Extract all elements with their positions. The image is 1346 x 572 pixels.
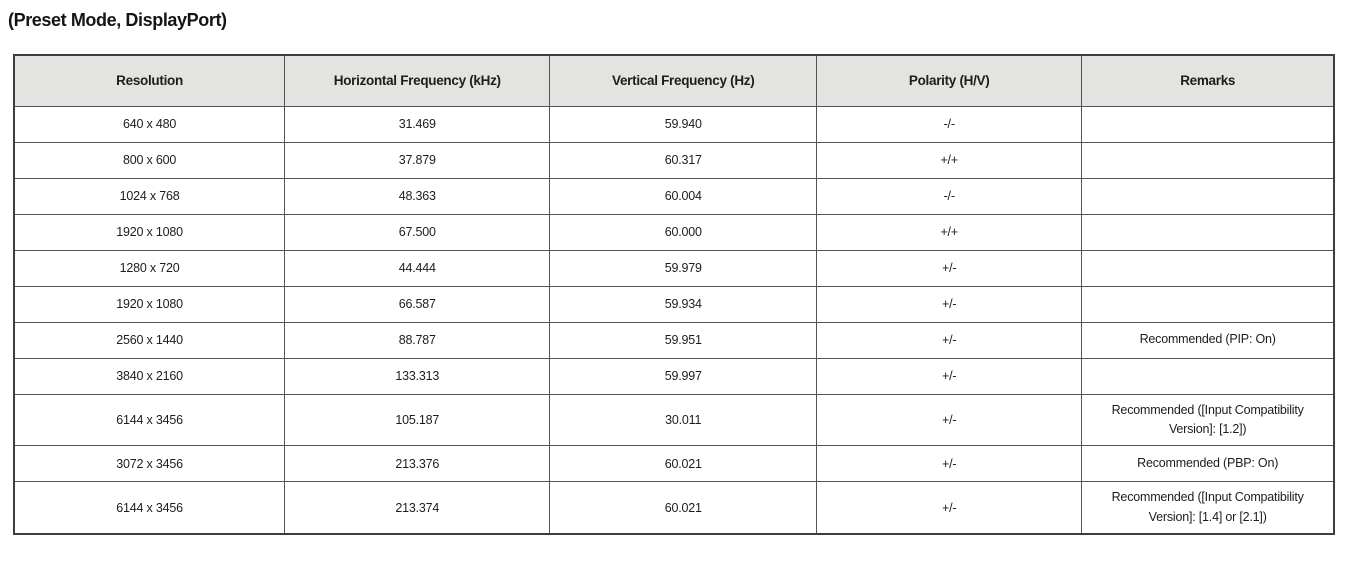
cell-polarity: +/- bbox=[816, 321, 1083, 359]
cell-vertical-frequency: 59.997 bbox=[549, 357, 818, 395]
cell-remarks: Recommended (PIP: On) bbox=[1081, 321, 1335, 359]
cell-horizontal-frequency: 37.879 bbox=[284, 141, 551, 179]
page-title: (Preset Mode, DisplayPort) bbox=[8, 10, 227, 30]
cell-horizontal-frequency: 105.187 bbox=[284, 393, 551, 447]
table-row: 3072 x 3456 213.376 60.021 +/- Recommend… bbox=[13, 445, 1335, 483]
cell-horizontal-frequency: 213.376 bbox=[284, 445, 551, 483]
cell-resolution: 6144 x 3456 bbox=[13, 481, 286, 535]
cell-resolution: 1280 x 720 bbox=[13, 249, 286, 287]
cell-vertical-frequency: 59.979 bbox=[549, 249, 818, 287]
cell-remarks bbox=[1081, 213, 1335, 251]
cell-remarks bbox=[1081, 249, 1335, 287]
cell-vertical-frequency: 60.021 bbox=[549, 445, 818, 483]
table-body: 640 x 480 31.469 59.940 -/- 800 x 600 37… bbox=[13, 105, 1335, 535]
cell-polarity: +/- bbox=[816, 249, 1083, 287]
header-cell-polarity: Polarity (H/V) bbox=[816, 54, 1083, 107]
cell-horizontal-frequency: 66.587 bbox=[284, 285, 551, 323]
cell-remarks bbox=[1081, 285, 1335, 323]
cell-vertical-frequency: 59.951 bbox=[549, 321, 818, 359]
header-cell-horizontal-frequency: Horizontal Frequency (kHz) bbox=[284, 54, 551, 107]
cell-remarks bbox=[1081, 177, 1335, 215]
cell-horizontal-frequency: 31.469 bbox=[284, 105, 551, 143]
table-row: 6144 x 3456 105.187 30.011 +/- Recommend… bbox=[13, 393, 1335, 447]
cell-vertical-frequency: 60.317 bbox=[549, 141, 818, 179]
cell-polarity: -/- bbox=[816, 105, 1083, 143]
preset-mode-table: Resolution Horizontal Frequency (kHz) Ve… bbox=[13, 54, 1335, 535]
cell-resolution: 1920 x 1080 bbox=[13, 213, 286, 251]
cell-polarity: +/- bbox=[816, 357, 1083, 395]
cell-horizontal-frequency: 213.374 bbox=[284, 481, 551, 535]
cell-vertical-frequency: 60.004 bbox=[549, 177, 818, 215]
cell-resolution: 1920 x 1080 bbox=[13, 285, 286, 323]
table-header-row: Resolution Horizontal Frequency (kHz) Ve… bbox=[13, 54, 1335, 107]
cell-vertical-frequency: 60.000 bbox=[549, 213, 818, 251]
header-cell-resolution: Resolution bbox=[13, 54, 286, 107]
cell-resolution: 1024 x 768 bbox=[13, 177, 286, 215]
cell-vertical-frequency: 59.940 bbox=[549, 105, 818, 143]
table-row: 1280 x 720 44.444 59.979 +/- bbox=[13, 249, 1335, 287]
cell-resolution: 800 x 600 bbox=[13, 141, 286, 179]
cell-horizontal-frequency: 133.313 bbox=[284, 357, 551, 395]
cell-vertical-frequency: 30.011 bbox=[549, 393, 818, 447]
cell-remarks: Recommended (PBP: On) bbox=[1081, 445, 1335, 483]
cell-resolution: 640 x 480 bbox=[13, 105, 286, 143]
table-row: 2560 x 1440 88.787 59.951 +/- Recommende… bbox=[13, 321, 1335, 359]
cell-polarity: +/- bbox=[816, 445, 1083, 483]
cell-horizontal-frequency: 44.444 bbox=[284, 249, 551, 287]
header-cell-remarks: Remarks bbox=[1081, 54, 1335, 107]
cell-horizontal-frequency: 88.787 bbox=[284, 321, 551, 359]
cell-polarity: +/- bbox=[816, 481, 1083, 535]
cell-remarks bbox=[1081, 141, 1335, 179]
cell-resolution: 3840 x 2160 bbox=[13, 357, 286, 395]
cell-resolution: 6144 x 3456 bbox=[13, 393, 286, 447]
table-row: 3840 x 2160 133.313 59.997 +/- bbox=[13, 357, 1335, 395]
cell-horizontal-frequency: 67.500 bbox=[284, 213, 551, 251]
cell-polarity: +/- bbox=[816, 393, 1083, 447]
cell-horizontal-frequency: 48.363 bbox=[284, 177, 551, 215]
cell-remarks: Recommended ([Input Compatibility Versio… bbox=[1081, 481, 1335, 535]
cell-remarks bbox=[1081, 105, 1335, 143]
cell-remarks: Recommended ([Input Compatibility Versio… bbox=[1081, 393, 1335, 447]
manual-page: (Preset Mode, DisplayPort) Resolution Ho… bbox=[8, 10, 1335, 535]
cell-resolution: 3072 x 3456 bbox=[13, 445, 286, 483]
cell-polarity: +/+ bbox=[816, 141, 1083, 179]
table-row: 800 x 600 37.879 60.317 +/+ bbox=[13, 141, 1335, 179]
cell-resolution: 2560 x 1440 bbox=[13, 321, 286, 359]
cell-vertical-frequency: 60.021 bbox=[549, 481, 818, 535]
table-row: 6144 x 3456 213.374 60.021 +/- Recommend… bbox=[13, 481, 1335, 535]
table-row: 1920 x 1080 67.500 60.000 +/+ bbox=[13, 213, 1335, 251]
cell-remarks bbox=[1081, 357, 1335, 395]
cell-vertical-frequency: 59.934 bbox=[549, 285, 818, 323]
table-row: 640 x 480 31.469 59.940 -/- bbox=[13, 105, 1335, 143]
cell-polarity: +/+ bbox=[816, 213, 1083, 251]
cell-polarity: -/- bbox=[816, 177, 1083, 215]
table-row: 1024 x 768 48.363 60.004 -/- bbox=[13, 177, 1335, 215]
cell-polarity: +/- bbox=[816, 285, 1083, 323]
header-cell-vertical-frequency: Vertical Frequency (Hz) bbox=[549, 54, 818, 107]
table-row: 1920 x 1080 66.587 59.934 +/- bbox=[13, 285, 1335, 323]
